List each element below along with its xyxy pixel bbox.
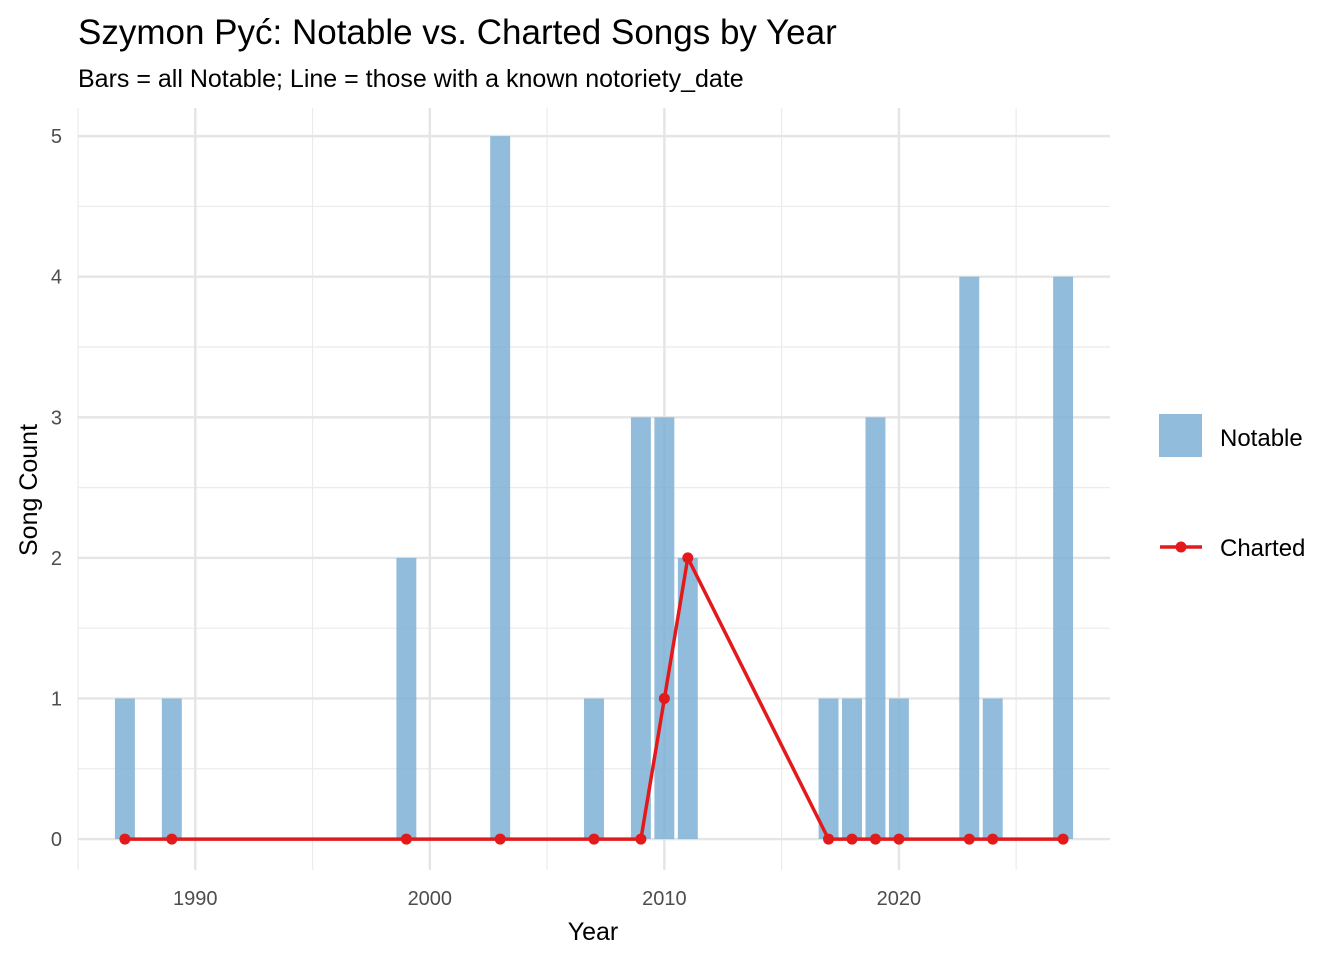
notable-bar-2010 <box>654 417 675 840</box>
y-tick-label: 2 <box>51 548 62 570</box>
notable-bar-2017 <box>818 698 839 840</box>
y-tick-labels: 0 1 2 3 4 5 <box>51 126 62 851</box>
x-tick-label: 2010 <box>642 888 687 910</box>
legend: Notable Charted <box>1159 414 1305 562</box>
y-tick-label: 4 <box>51 267 62 289</box>
notable-bar-2011 <box>677 557 698 840</box>
notable-bar-2020 <box>888 698 909 840</box>
charted-line <box>119 552 1069 845</box>
charted-point-2017 <box>823 833 835 845</box>
charted-point-2024 <box>987 833 999 845</box>
notable-bar-2019 <box>865 417 886 840</box>
charted-point-2003 <box>494 833 506 845</box>
notable-bar-1989 <box>161 698 182 840</box>
legend-notable-label: Notable <box>1220 425 1303 452</box>
y-tick-label: 0 <box>51 829 62 851</box>
x-axis-label: Year <box>568 918 619 946</box>
x-tick-label: 2020 <box>877 888 922 910</box>
notable-bars <box>114 136 1074 840</box>
charted-point-1987 <box>119 833 131 845</box>
charted-point-2010 <box>658 692 670 704</box>
charted-point-2007 <box>588 833 600 845</box>
notable-bar-2023 <box>959 276 980 840</box>
legend-charted-point-key <box>1175 541 1187 553</box>
charted-point-2020 <box>893 833 905 845</box>
charted-point-2027 <box>1057 833 1069 845</box>
y-tick-label: 3 <box>51 407 62 429</box>
x-tick-labels: 1990 2000 2010 2020 <box>173 888 921 910</box>
notable-bar-2009 <box>630 417 651 840</box>
charted-point-1999 <box>400 833 412 845</box>
notable-bar-2024 <box>982 698 1003 840</box>
notable-bar-1999 <box>396 557 417 840</box>
charted-point-2011 <box>682 552 694 564</box>
chart-title: Szymon Pyć: Notable vs. Charted Songs by… <box>78 13 837 52</box>
notable-bar-2027 <box>1053 276 1074 840</box>
y-tick-label: 5 <box>51 126 62 148</box>
notable-bar-2018 <box>842 698 862 840</box>
x-tick-label: 1990 <box>173 888 218 910</box>
y-axis-label: Song Count <box>15 424 43 556</box>
charted-point-2018 <box>846 833 858 845</box>
legend-charted-label: Charted <box>1220 535 1305 562</box>
chart-subtitle: Bars = all Notable; Line = those with a … <box>78 65 744 93</box>
x-tick-label: 2000 <box>408 888 453 910</box>
legend-notable-key <box>1159 414 1202 457</box>
charted-point-2009 <box>635 833 647 845</box>
notable-bar-2003 <box>490 136 511 840</box>
notable-bar-2007 <box>584 698 604 840</box>
notable-bar-1987 <box>114 698 135 840</box>
charted-point-2023 <box>963 833 975 845</box>
y-tick-label: 1 <box>51 688 62 710</box>
charted-point-1989 <box>166 833 178 845</box>
charted-point-2019 <box>869 833 881 845</box>
